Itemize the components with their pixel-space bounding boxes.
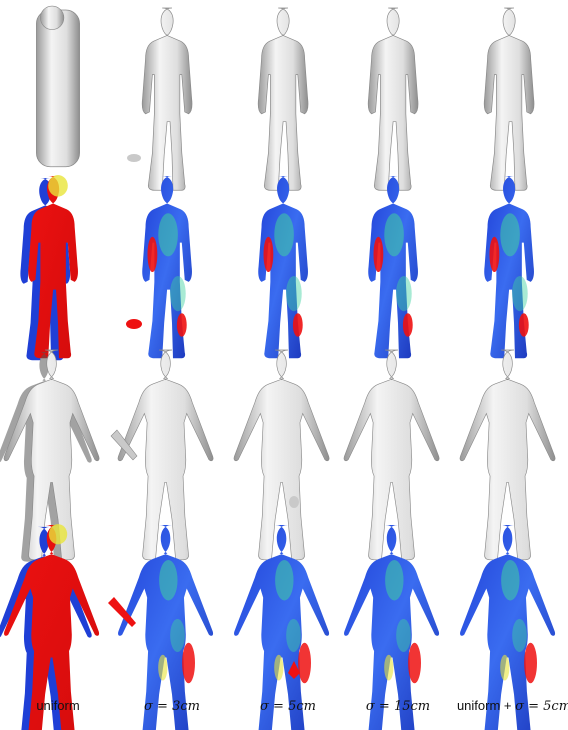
error-mid-region: [170, 618, 185, 652]
figure-cell-r0-c1: [127, 7, 193, 191]
caption-sigma-3cm: σ = 3cm: [144, 699, 200, 714]
body-error-map: [344, 525, 440, 730]
error-high-region: [292, 313, 303, 337]
error-mid-region: [158, 213, 178, 257]
error-mid-region: [274, 654, 284, 681]
artifact-blob: [127, 154, 141, 162]
error-high-region: [408, 642, 421, 684]
error-mid-region: [158, 654, 168, 681]
figure-cell-r1-c0: [20, 175, 78, 361]
figure-cell-r0-c2: [257, 7, 309, 191]
error-high-region: [489, 236, 500, 273]
body-error-map: [460, 525, 556, 730]
body-mesh: [257, 7, 309, 191]
error-high-region: [182, 642, 195, 684]
artifact-blob: [108, 597, 136, 627]
body-mesh: [483, 7, 535, 191]
figure-cell-r0-c0: [36, 5, 80, 168]
figure-cell-r2-c4: [459, 349, 556, 561]
figure-cell-r1-c4: [484, 176, 534, 359]
error-mid-region: [512, 275, 528, 312]
error-high-region: [518, 313, 529, 337]
body-mesh: [233, 349, 330, 561]
figure-cell-r3-c0: [0, 524, 100, 730]
body-mesh: [459, 349, 556, 561]
body-error-map: [258, 176, 308, 359]
figure-panels: [0, 5, 556, 730]
figure-cell-r3-c2: [234, 525, 330, 730]
error-high-region: [402, 313, 413, 337]
error-high-region: [263, 236, 274, 273]
error-mid-region: [170, 275, 186, 312]
figure-cell-r3-c3: [344, 525, 440, 730]
body-error-map: [234, 525, 330, 730]
error-high-region: [373, 236, 384, 273]
error-mid-region: [275, 559, 294, 601]
head-error: [48, 524, 68, 545]
error-mid-region: [286, 618, 301, 652]
artifact-blob: [126, 319, 142, 329]
error-mid-region: [385, 559, 404, 601]
head-error: [48, 175, 68, 197]
error-mid-region: [396, 618, 411, 652]
figure-cell-r2-c0: [0, 349, 100, 562]
head-mesh: [40, 5, 65, 30]
error-high-region: [176, 313, 187, 337]
figure-cell-r1-c1: [126, 176, 192, 359]
error-mid-region: [159, 559, 178, 601]
figure-cell-r1-c3: [368, 176, 418, 359]
error-mid-region: [500, 654, 510, 681]
body-error-map: [142, 176, 192, 359]
body-mesh: [36, 9, 80, 168]
figure-cell-r2-c1: [110, 349, 214, 561]
body-mesh: [343, 349, 440, 561]
figure-cell-r0-c4: [483, 7, 535, 191]
figure-cell-r2-c3: [343, 349, 440, 561]
error-mid-region: [501, 559, 520, 601]
error-mid-region: [274, 213, 294, 257]
error-high-region: [298, 642, 311, 684]
body-mesh: [117, 349, 214, 561]
body-mesh: [367, 7, 419, 191]
caption-uniform: uniform: [36, 698, 80, 713]
error-mid-region: [396, 275, 412, 312]
error-mid-region: [384, 654, 394, 681]
body-error-map: [118, 525, 214, 730]
figure-cell-r2-c2: [233, 349, 330, 561]
body-mesh: [3, 349, 100, 561]
error-mid-region: [512, 618, 527, 652]
body-error-map: [484, 176, 534, 359]
figure-cell-r3-c1: [108, 525, 214, 730]
artifact-blob: [289, 496, 299, 508]
body-error-map: [368, 176, 418, 359]
error-high-region: [524, 642, 537, 684]
error-high-region: [147, 236, 158, 273]
caption-sigma-15cm: σ = 15cm: [365, 699, 431, 714]
body-error-map: [4, 525, 100, 730]
figure-cell-r3-c4: [460, 525, 556, 730]
body-error-map: [28, 176, 78, 359]
body-mesh: [141, 7, 193, 191]
caption-uniform-plus-sigma-5cm: uniform + σ = 5cm: [456, 698, 568, 714]
error-mid-region: [384, 213, 404, 257]
error-mid-region: [286, 275, 302, 312]
artifact-blob: [288, 661, 300, 679]
figure-cell-r1-c2: [258, 176, 308, 359]
caption-sigma-5cm: σ = 5cm: [260, 699, 316, 714]
error-mid-region: [500, 213, 520, 257]
artifact-blob: [110, 429, 138, 461]
figure-cell-r0-c3: [367, 7, 419, 191]
